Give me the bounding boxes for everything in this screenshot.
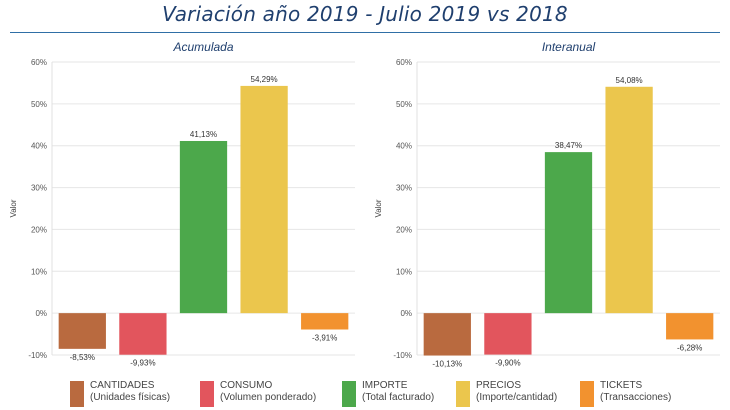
bar-importe xyxy=(544,152,593,314)
bar-consumo xyxy=(119,313,167,355)
y-tick-label: 0% xyxy=(400,309,412,318)
legend-item-cantidades: CANTIDADES (Unidades físicas) xyxy=(70,380,170,407)
legend-label-line1: CONSUMO xyxy=(220,380,273,391)
legend-swatch xyxy=(200,381,214,407)
bar-tickets xyxy=(666,313,714,340)
chart-subtitle: Acumulada xyxy=(172,40,233,54)
title-divider xyxy=(10,32,720,33)
legend-label-line1: TICKETS xyxy=(600,380,643,391)
legend-label-line2: (Importe/cantidad) xyxy=(476,392,558,403)
legend-label: CONSUMO (Volumen ponderado) xyxy=(220,380,316,404)
chart-subtitle: Interanual xyxy=(542,40,596,54)
legend-label-line1: IMPORTE xyxy=(362,380,408,391)
bar-cantidades xyxy=(423,313,471,356)
bar-value-label: 54,29% xyxy=(251,75,278,84)
y-tick-label: -10% xyxy=(393,351,412,360)
bar-value-label: 38,47% xyxy=(555,141,582,150)
bar-tickets xyxy=(301,313,349,330)
legend-swatch xyxy=(456,381,470,407)
y-tick-label: 20% xyxy=(396,225,412,234)
bar-consumo xyxy=(484,313,532,355)
legend-label-line2: (Total facturado) xyxy=(362,392,435,403)
y-tick-label: 0% xyxy=(35,309,47,318)
legend-swatch xyxy=(70,381,84,407)
legend-label: PRECIOS (Importe/cantidad) xyxy=(476,380,557,404)
chart-interanual: Interanual Valor 60% 50% 40% 30% 20% 10% 0% -10% -… xyxy=(374,40,720,369)
y-tick-label: 10% xyxy=(396,267,412,276)
legend-swatch xyxy=(580,381,594,407)
y-tick-label: 60% xyxy=(31,58,47,67)
legend-item-precios: PRECIOS (Importe/cantidad) xyxy=(456,380,557,407)
y-tick-label: 20% xyxy=(31,225,47,234)
y-tick-label: 50% xyxy=(31,100,47,109)
bar-precios xyxy=(240,85,288,314)
bar-value-label: 41,13% xyxy=(190,130,217,139)
bar-importe xyxy=(179,140,228,314)
y-axis-label: Valor xyxy=(374,199,383,217)
legend-item-consumo: CONSUMO (Volumen ponderado) xyxy=(200,380,316,407)
legend-label: IMPORTE (Total facturado) xyxy=(362,380,434,404)
legend-label-line2: (Unidades físicas) xyxy=(90,392,171,403)
bar-value-label: -9,93% xyxy=(130,359,155,368)
page-title: Variación año 2019 - Julio 2019 vs 2018 xyxy=(162,2,568,26)
bar-value-label: -8,53% xyxy=(70,353,95,362)
y-tick-label: 40% xyxy=(31,142,47,151)
bar-value-label: -6,28% xyxy=(677,343,702,352)
bar-value-label: -9,90% xyxy=(495,359,520,368)
legend-label: TICKETS (Transacciones) xyxy=(600,380,671,404)
legend-item-tickets: TICKETS (Transacciones) xyxy=(580,380,671,407)
bar-value-label: -3,91% xyxy=(312,334,337,343)
y-tick-label: 50% xyxy=(396,100,412,109)
y-tick-label: 30% xyxy=(396,184,412,193)
chart-acumulada: Acumulada Valor 60% 50% 40% 30% 20% 10% 0% -10% -8… xyxy=(9,40,355,368)
bar-value-label: -10,13% xyxy=(432,360,462,369)
legend-item-importe: IMPORTE (Total facturado) xyxy=(342,380,434,407)
y-tick-label: 30% xyxy=(31,184,47,193)
legend-label-line2: (Transacciones) xyxy=(600,392,672,403)
y-tick-label: 10% xyxy=(31,267,47,276)
legend-label-line1: PRECIOS xyxy=(476,380,522,391)
legend-label: CANTIDADES (Unidades físicas) xyxy=(90,380,170,404)
y-tick-label: 40% xyxy=(396,142,412,151)
bar-precios xyxy=(605,86,653,314)
chart-legend: CANTIDADES (Unidades físicas) CONSUMO (Volu… xyxy=(0,380,730,410)
legend-swatch xyxy=(342,381,356,407)
bar-cantidades xyxy=(58,313,106,349)
legend-label-line1: CANTIDADES xyxy=(90,380,155,391)
y-tick-label: 60% xyxy=(396,58,412,67)
bar-value-label: 54,08% xyxy=(616,76,643,85)
y-tick-label: -10% xyxy=(28,351,47,360)
y-axis-label: Valor xyxy=(9,199,18,217)
legend-label-line2: (Volumen ponderado) xyxy=(220,392,317,403)
